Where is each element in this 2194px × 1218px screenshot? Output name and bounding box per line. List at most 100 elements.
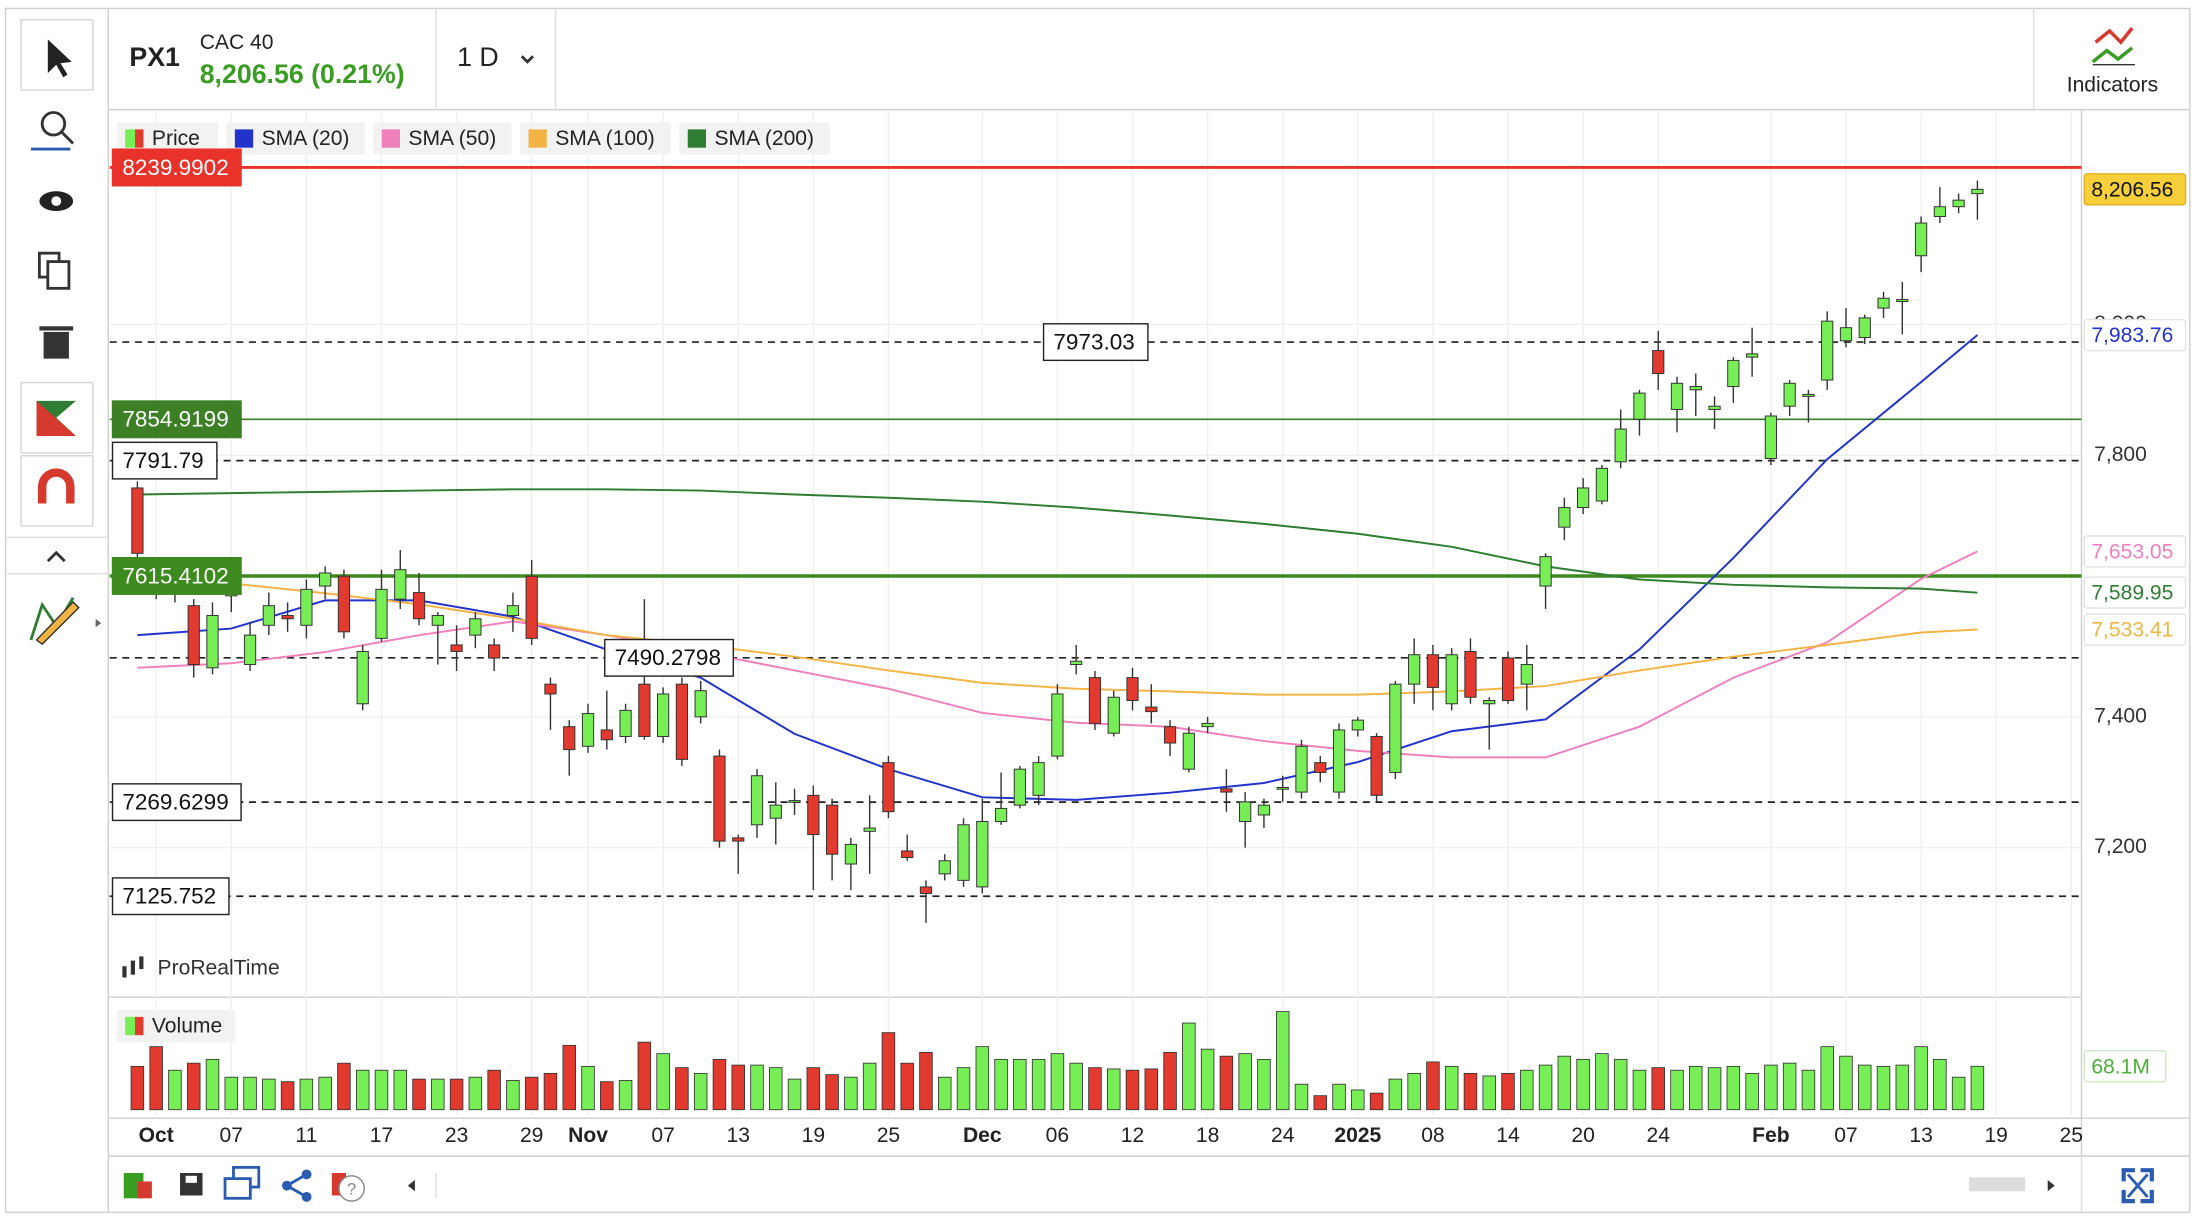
candle-body — [544, 683, 557, 695]
trend-button[interactable] — [20, 381, 94, 454]
delete-button[interactable] — [39, 326, 74, 359]
candle-body — [563, 726, 576, 751]
magnet-button[interactable] — [20, 454, 94, 527]
x-tick-label: 08 — [1421, 1124, 1444, 1147]
left-toolbar — [7, 8, 109, 1213]
volume-bar — [1200, 1048, 1215, 1111]
volume-bar — [149, 1046, 163, 1111]
candle-body — [976, 821, 989, 888]
volume-bar — [1501, 1072, 1515, 1111]
y-tick-label: 7,800 — [2094, 443, 2147, 466]
candle-body — [1070, 660, 1083, 666]
candle-body — [319, 572, 332, 587]
volume-bar — [731, 1064, 745, 1111]
help-button[interactable]: ? — [331, 1172, 365, 1202]
tags: 8239.9902 7973.03 7854.9199 7791.79 7615.410… — [111, 148, 2187, 1083]
eye-button[interactable] — [39, 191, 74, 211]
candle-body — [1408, 654, 1421, 685]
legend-swatch — [234, 129, 254, 148]
level-tag — [111, 441, 218, 480]
volume-bar — [844, 1076, 858, 1111]
level-label: 8239.9902 — [122, 155, 228, 180]
y-tick-label: 7,400 — [2094, 704, 2147, 727]
candle-body — [1577, 487, 1590, 509]
volume-bar — [1858, 1064, 1872, 1111]
candle-body — [938, 860, 951, 875]
indicators-button[interactable]: Indicators — [2067, 73, 2158, 96]
price-tag — [2083, 535, 2187, 568]
volume-bar — [1369, 1092, 1384, 1111]
candle-body — [356, 650, 369, 705]
candle-body — [844, 843, 857, 865]
candle-body — [1689, 386, 1702, 391]
volume-bar — [693, 1072, 708, 1111]
candle-body — [1426, 654, 1440, 688]
level-label: 7490.2798 — [615, 645, 721, 670]
scroll-left[interactable] — [407, 1180, 415, 1192]
candle-body — [394, 569, 407, 600]
volume-bar — [825, 1074, 839, 1111]
volume-bar — [1651, 1067, 1665, 1111]
level-label: 7854.9199 — [122, 407, 228, 432]
volume-bar — [806, 1067, 821, 1111]
plot: Price SMA (20) SMA (50) SMA (100) SMA (200) V… — [109, 122, 2082, 1111]
volume-bar — [1144, 1068, 1159, 1111]
candle-body — [1727, 359, 1740, 388]
export-button[interactable] — [123, 1172, 152, 1199]
candle-body — [1257, 804, 1271, 816]
candle-body — [488, 644, 501, 659]
volume-tag-label: 68.1M — [2091, 1055, 2150, 1078]
fullscreen-button[interactable] — [2121, 1168, 2154, 1204]
candle-body — [581, 713, 595, 747]
zoom-button[interactable] — [30, 111, 75, 151]
legend-swatch — [381, 129, 400, 148]
volume-bar — [1520, 1069, 1534, 1111]
level-tag — [604, 638, 735, 677]
volume-bar — [506, 1079, 520, 1111]
volume-bar — [1670, 1069, 1684, 1111]
candle-body — [1520, 664, 1533, 685]
candle-body — [1483, 700, 1496, 705]
candle-body — [1163, 726, 1177, 744]
candle-body — [1633, 392, 1646, 420]
copy-button[interactable] — [37, 251, 71, 290]
volume-bar — [881, 1032, 896, 1111]
candle-body — [1896, 299, 1909, 303]
volume-bar — [1689, 1065, 1703, 1111]
volume-bar — [1726, 1065, 1741, 1111]
volume-bar — [1294, 1083, 1309, 1111]
candle-body — [375, 588, 388, 639]
draw-button[interactable] — [29, 597, 102, 646]
volume-bar — [524, 1076, 539, 1111]
x-tick-label: 11 — [295, 1124, 317, 1147]
candle-body — [1839, 327, 1853, 342]
interval-select[interactable]: 1 D — [457, 42, 499, 72]
x-tick-label: 19 — [1984, 1124, 2007, 1147]
legend-label: SMA (20) — [262, 127, 350, 150]
volume-tag — [2083, 1050, 2167, 1083]
candle-body — [187, 605, 200, 666]
volume-bar — [243, 1076, 257, 1111]
candle-body — [1764, 415, 1777, 460]
share-button[interactable] — [281, 1169, 312, 1202]
sma-line — [137, 570, 1978, 696]
candle-body — [1670, 382, 1684, 410]
volume-bar — [1407, 1072, 1421, 1111]
save-button[interactable] — [180, 1172, 203, 1196]
layout-button[interactable] — [223, 1165, 261, 1200]
volume-bar — [1557, 1055, 1572, 1111]
volume-bar — [1013, 1058, 1027, 1111]
scroll-right[interactable] — [2047, 1180, 2055, 1192]
legend-label: SMA (50) — [408, 127, 496, 150]
volume-bar — [205, 1058, 220, 1111]
volume-bar — [1820, 1046, 1834, 1111]
scrollbar[interactable] — [1968, 1177, 2026, 1192]
collapse-button[interactable] — [46, 550, 66, 563]
symbol: PX1 — [129, 42, 180, 72]
candle-body — [732, 837, 745, 842]
legend-swatch — [135, 129, 144, 148]
volume-bar — [1595, 1053, 1609, 1111]
candle-body — [657, 693, 670, 737]
volume-bar — [919, 1051, 933, 1111]
